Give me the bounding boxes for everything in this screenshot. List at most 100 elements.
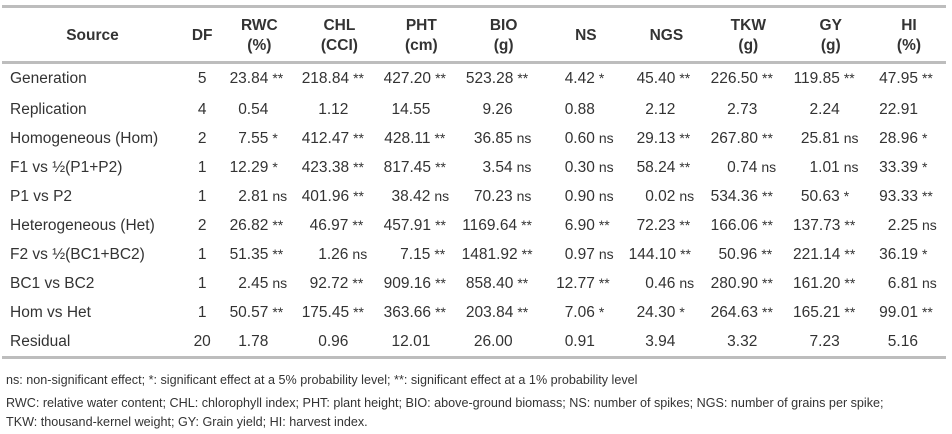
value-cell-hi: 28.96 *	[872, 124, 946, 153]
value-cell-rwc: 7.55 *	[221, 124, 297, 153]
significance-mark	[675, 101, 703, 119]
value-cell-ns: 0.97 ns	[546, 240, 626, 269]
footnotes: ns: non-significant effect; *: significa…	[6, 371, 884, 432]
mean-square-value: 428.11	[384, 129, 431, 147]
mean-square-value: 2.73	[727, 100, 758, 118]
mean-square-value: 47.95	[879, 69, 918, 87]
mean-square-value: 2.45	[238, 274, 269, 292]
value-cell-ns: 0.60 ns	[546, 124, 626, 153]
significance-mark: **	[679, 69, 691, 86]
value-cell-chl: 46.97 **	[297, 211, 381, 240]
significance-mark: **	[272, 245, 284, 262]
mean-square-value: 4.42	[564, 69, 595, 87]
column-header-source: Source	[2, 10, 183, 62]
significance-mark: **	[844, 245, 856, 262]
value-cell-gy: 2.24	[790, 95, 872, 124]
value-cell-bio: 1481.92 **	[461, 240, 546, 269]
significance-mark: *	[272, 158, 278, 175]
df-cell: 1	[197, 303, 207, 321]
significance-mark	[918, 101, 946, 119]
mean-square-value: 2.24	[809, 100, 840, 118]
header-label: PHT	[405, 17, 437, 34]
mean-square-value: 1.26	[318, 245, 349, 263]
mean-square-value: 0.96	[318, 332, 349, 350]
value-cell-rwc: 12.29 *	[221, 153, 297, 182]
significance-mark: **	[679, 216, 691, 233]
significance-mark	[918, 333, 946, 351]
significance-mark	[348, 333, 376, 351]
value-cell-gy: 137.73 **	[790, 211, 872, 240]
value-cell-chl: 412.47 **	[297, 124, 381, 153]
mean-square-value: 25.81	[800, 129, 840, 147]
mean-square-value: 0.74	[727, 158, 758, 176]
significance-mark	[595, 101, 623, 119]
mean-square-value: 3.54	[482, 158, 513, 176]
value-cell-gy: 7.23	[790, 327, 872, 356]
header-unit: (%)	[896, 37, 922, 54]
header-label: NS	[575, 27, 597, 44]
significance-mark: **	[272, 69, 284, 86]
significance-mark: ns	[679, 274, 695, 291]
header-label: DF	[191, 27, 213, 44]
value-cell-ngs: 0.02 ns	[626, 182, 707, 211]
mean-square-value: 7.23	[809, 332, 840, 350]
mean-square-value: 3.32	[727, 332, 758, 350]
significance-mark: *	[843, 187, 850, 204]
mean-square-value: 523.28	[465, 69, 514, 87]
header-unit: (cm)	[404, 37, 438, 54]
mean-square-value: 50.57	[229, 303, 269, 321]
mean-square-value: 38.42	[391, 187, 431, 205]
significance-mark: **	[435, 274, 446, 291]
header-unit: (g)	[820, 37, 841, 54]
df-cell: 1	[197, 274, 207, 292]
mean-square-value: 1481.92	[461, 245, 518, 263]
mean-square-value: 264.63	[710, 303, 759, 321]
table-row: F2 vs ½(BC1+BC2) 1 51.35 ** 1.26 ns 7.15 ** 1481…	[2, 240, 946, 269]
header-label: CHL	[323, 17, 356, 34]
significance-mark	[268, 333, 296, 351]
header-unit: (CCI)	[320, 37, 358, 54]
value-cell-bio: 9.26	[461, 95, 546, 124]
mean-square-value: 93.33	[879, 187, 918, 205]
value-cell-ns: 12.77 **	[546, 269, 626, 298]
mean-square-value: 221.14	[793, 245, 841, 263]
value-cell-pht: 427.20 **	[382, 62, 462, 95]
significance-mark: **	[762, 129, 773, 146]
mean-square-value: 817.45	[383, 158, 432, 176]
significance-mark: **	[435, 69, 446, 86]
df-cell: 1	[197, 187, 207, 205]
table-row: Homogeneous (Hom) 2 7.55 * 412.47 ** 428.11 ** 3…	[2, 124, 946, 153]
mean-square-value: 3.94	[645, 332, 676, 350]
mean-square-value: 72.23	[636, 216, 676, 234]
source-cell: Residual	[10, 332, 71, 350]
value-cell-tkw: 0.74 ns	[707, 153, 789, 182]
significance-mark: **	[598, 274, 610, 291]
value-cell-pht: 817.45 **	[382, 153, 462, 182]
value-cell-hi: 47.95 **	[872, 62, 946, 95]
mean-square-value: 2.25	[887, 216, 918, 234]
mean-square-value: 401.96	[301, 187, 350, 205]
value-cell-ngs: 58.24 **	[626, 153, 707, 182]
significance-mark: ns	[921, 274, 937, 291]
value-cell-chl: 1.12	[297, 95, 381, 124]
mean-square-value: 46.97	[309, 216, 349, 234]
significance-mark: ns	[598, 158, 614, 175]
significance-mark: **	[679, 129, 691, 146]
significance-mark: **	[921, 69, 933, 86]
mean-square-value: 423.38	[301, 158, 350, 176]
mean-square-value: 45.40	[636, 69, 676, 87]
significance-mark: **	[521, 245, 533, 262]
mean-square-value: 12.77	[556, 274, 595, 292]
value-cell-bio: 36.85 ns	[461, 124, 546, 153]
df-cell: 4	[197, 100, 207, 118]
significance-mark: **	[843, 69, 855, 86]
significance-mark	[595, 333, 623, 351]
mean-square-value: 6.90	[564, 216, 595, 234]
value-cell-tkw: 166.06 **	[707, 211, 789, 240]
significance-mark: ns	[598, 129, 614, 146]
source-cell: Hom vs Het	[10, 303, 91, 321]
df-cell: 20	[193, 332, 211, 350]
mean-square-value: 14.55	[391, 100, 431, 118]
mean-square-value: 2.12	[645, 100, 676, 118]
header-label: NGS	[649, 27, 684, 44]
